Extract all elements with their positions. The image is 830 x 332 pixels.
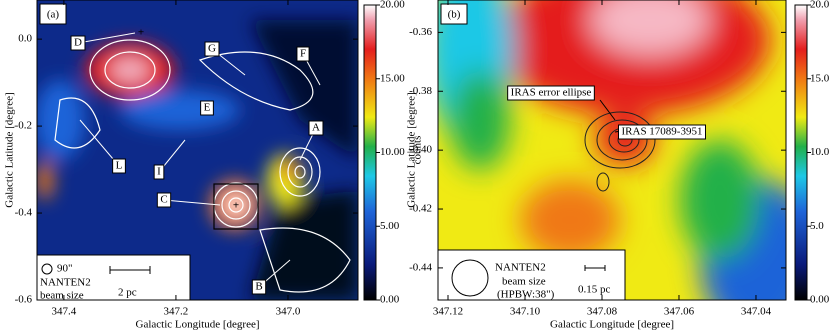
- y-tick-label: -0.38: [409, 85, 432, 97]
- annotation-box: [507, 85, 595, 101]
- annotation: D: [74, 37, 82, 49]
- leader-line: [77, 32, 136, 44]
- marker: +: [138, 27, 144, 39]
- x-axis-label: Galactic Longitude [degree]: [550, 319, 674, 331]
- annotation: I: [157, 166, 161, 178]
- annotation: B: [255, 281, 262, 293]
- y-tick-label: -0.36: [409, 26, 432, 38]
- leader-line: [163, 199, 221, 206]
- y-axis-label: Galactic Latitude [degree]: [406, 92, 418, 207]
- x-tick-label: 347.4: [52, 306, 77, 318]
- annotation-box: [618, 124, 706, 140]
- frame: [36, 0, 359, 301]
- colorbar-tick-label: 15.00: [380, 72, 405, 84]
- x-tick-label: 347.04: [741, 306, 772, 318]
- annotation: IRAS 17089-3951: [622, 126, 703, 138]
- y-tick-label: -0.4: [15, 207, 33, 219]
- panel-label-box: [440, 3, 468, 25]
- x-tick-label: 347.08: [587, 306, 618, 318]
- annotation-box: [112, 158, 126, 174]
- annotation: G: [208, 43, 216, 55]
- y-axis-label: Galactic Latitude [degree]: [4, 92, 16, 207]
- annotation-box: [200, 100, 214, 116]
- x-tick-label: 347.12: [433, 306, 463, 318]
- annotation: 2 pc: [118, 287, 137, 299]
- colorbar: [363, 4, 377, 301]
- annotation-box: [204, 41, 220, 57]
- colorbar-tick-label: 10.00: [380, 146, 405, 158]
- annotation: NANTEN2: [40, 277, 91, 289]
- annotation: beam size: [40, 290, 84, 302]
- colorbar-tick-label: 20.00: [380, 0, 405, 11]
- annotation-box: [153, 164, 165, 180]
- annotation-box: [308, 120, 324, 136]
- x-axis-label: Galactic Longitude [degree]: [136, 319, 260, 331]
- colorbar-tick-label: 20.0: [810, 0, 830, 11]
- colorbar-tick-label: 0.00: [380, 294, 400, 306]
- colorbar-label: counts: [412, 136, 424, 165]
- colorbar-tick-label: 5.0: [810, 220, 824, 232]
- annotation: beam size: [502, 276, 546, 288]
- x-tick-label: 347.2: [164, 306, 189, 318]
- panel-label: (b): [448, 9, 461, 21]
- annotation-box: [251, 279, 267, 295]
- annotation: E: [204, 102, 211, 114]
- annotation-box: [296, 46, 310, 62]
- annotation-box: [156, 192, 172, 208]
- annotation: 90": [57, 263, 73, 275]
- y-tick-label: -0.6: [15, 294, 33, 306]
- colorbar-tick-label: 0.00: [810, 294, 830, 306]
- x-tick-label: 347.10: [510, 306, 541, 318]
- annotation: C: [160, 194, 167, 206]
- panel-label: (a): [47, 9, 60, 21]
- marker: +: [233, 200, 239, 212]
- y-tick-label: 0.0: [18, 33, 32, 45]
- leader-line: [79, 119, 120, 167]
- x-tick-label: 347.0: [276, 306, 301, 318]
- leader-line: [599, 99, 616, 121]
- annotation: 0.15 pc: [578, 284, 611, 296]
- y-tick-label: -0.40: [409, 144, 432, 156]
- annotation: L: [116, 160, 123, 172]
- y-tick-label: -0.42: [409, 203, 432, 215]
- colorbar-tick-label: 5.00: [380, 220, 400, 232]
- colorbar-tick-label: 15.0: [810, 72, 830, 84]
- panel-label-box: [39, 3, 67, 25]
- y-tick-label: -0.2: [15, 120, 32, 132]
- annotation-box: [70, 35, 86, 51]
- annotation: F: [300, 48, 306, 60]
- map-image-b: [438, 0, 786, 300]
- annotation: (HPBW:38"): [497, 289, 555, 301]
- colorbar-tick-label: 10.0: [810, 146, 830, 158]
- x-tick-label: 347.06: [664, 306, 695, 318]
- y-tick-label: -0.44: [409, 261, 432, 273]
- annotation: IRAS error ellipse: [511, 87, 592, 99]
- annotation: NANTEN2: [495, 262, 546, 274]
- colorbar: [794, 4, 808, 301]
- annotation: A: [312, 122, 320, 134]
